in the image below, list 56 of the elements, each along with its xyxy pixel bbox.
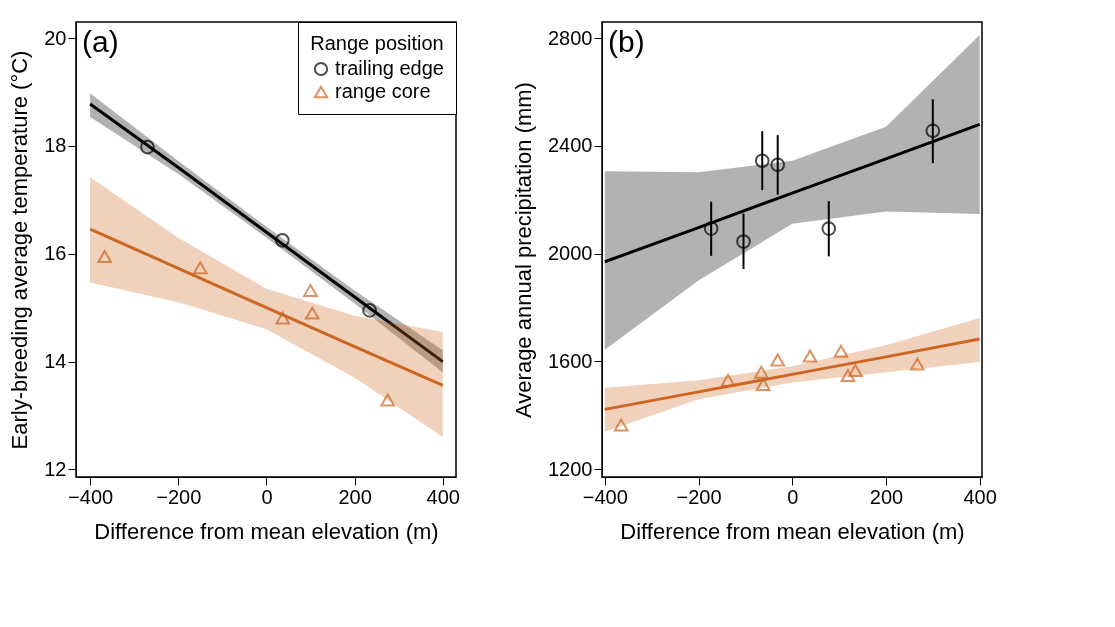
point bbox=[380, 393, 395, 407]
y-axis-title: Average annual precipitation (mm) bbox=[511, 82, 537, 418]
y-tick-label: 2000 bbox=[548, 242, 593, 265]
x-axis-title: Difference from mean elevation (m) bbox=[620, 518, 965, 544]
point bbox=[848, 364, 863, 378]
point bbox=[840, 368, 856, 382]
line-series bbox=[88, 227, 445, 387]
legend-label: trailing edge bbox=[335, 57, 444, 79]
y-tick-label: 18 bbox=[44, 134, 67, 157]
x-tick-label: −200 bbox=[156, 485, 202, 508]
x-tick-label: 200 bbox=[338, 485, 372, 508]
point bbox=[802, 349, 818, 363]
point bbox=[192, 261, 208, 275]
y-tick-label: 2400 bbox=[548, 134, 593, 157]
x-tick-label: −400 bbox=[582, 485, 628, 508]
y-tick-label: 14 bbox=[44, 350, 67, 373]
point bbox=[97, 250, 112, 263]
point bbox=[304, 306, 320, 320]
point bbox=[833, 344, 849, 358]
x-tick-label: −200 bbox=[676, 485, 722, 508]
point bbox=[720, 373, 736, 387]
point bbox=[303, 283, 318, 297]
y-tick-label: 16 bbox=[44, 242, 67, 265]
point bbox=[754, 153, 770, 169]
point bbox=[755, 378, 771, 392]
point bbox=[613, 418, 629, 432]
point bbox=[770, 353, 786, 367]
point bbox=[770, 157, 786, 173]
point bbox=[925, 123, 941, 139]
point bbox=[275, 311, 291, 325]
annotation: (b) bbox=[608, 25, 645, 58]
point bbox=[274, 233, 290, 248]
x-tick-label: 0 bbox=[787, 485, 799, 508]
x-axis-title: Difference from mean elevation (m) bbox=[94, 518, 439, 544]
x-tick-label: 400 bbox=[963, 485, 997, 508]
point bbox=[753, 365, 769, 379]
point bbox=[362, 303, 377, 318]
point bbox=[910, 357, 925, 371]
y-axis-title: Early-breeding average temperature (°C) bbox=[7, 50, 33, 450]
legend-title: Range position bbox=[310, 32, 444, 54]
point bbox=[736, 234, 751, 249]
y-tick-label: 20 bbox=[44, 26, 67, 49]
point bbox=[703, 221, 719, 236]
x-tick-label: 400 bbox=[426, 485, 460, 508]
x-tick-label: 0 bbox=[261, 485, 273, 508]
annotation: (a) bbox=[82, 25, 119, 58]
x-tick-label: −400 bbox=[68, 485, 114, 508]
y-tick-label: 1200 bbox=[548, 457, 593, 480]
legend-label: range core bbox=[335, 80, 431, 102]
y-tick-label: 2800 bbox=[548, 26, 593, 49]
line-series bbox=[603, 337, 982, 411]
point bbox=[821, 221, 837, 236]
point bbox=[140, 139, 155, 155]
x-tick-label: 200 bbox=[869, 485, 904, 508]
y-tick-label: 12 bbox=[44, 457, 67, 480]
y-tick-label: 1600 bbox=[548, 349, 593, 372]
